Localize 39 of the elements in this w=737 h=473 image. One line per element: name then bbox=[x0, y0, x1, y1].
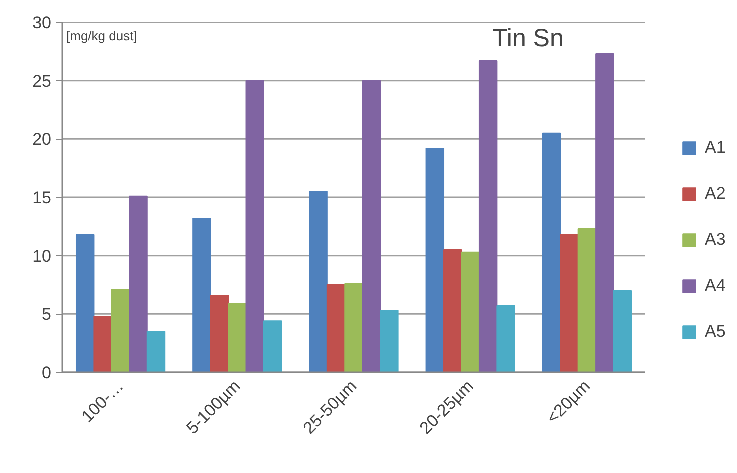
bar bbox=[94, 316, 112, 372]
bar bbox=[246, 80, 264, 372]
bar bbox=[309, 191, 328, 372]
bar bbox=[362, 80, 382, 372]
y-tick-label: 25 bbox=[32, 72, 52, 91]
bar bbox=[210, 295, 230, 372]
y-tick-label: 20 bbox=[32, 130, 52, 150]
legend-label: A5 bbox=[705, 322, 726, 342]
y-tick-label: 15 bbox=[32, 188, 52, 208]
bar bbox=[444, 250, 462, 372]
legend-label: A1 bbox=[705, 138, 726, 158]
bar bbox=[478, 60, 498, 372]
bar bbox=[111, 289, 130, 372]
bar bbox=[542, 132, 562, 372]
bar bbox=[146, 331, 166, 372]
y-tick-label: 0 bbox=[42, 364, 52, 382]
bar bbox=[560, 234, 579, 372]
bar bbox=[76, 234, 95, 372]
bar bbox=[426, 148, 445, 372]
bar bbox=[578, 228, 597, 372]
y-tick-label: 10 bbox=[32, 246, 52, 266]
bar bbox=[263, 320, 282, 372]
bar bbox=[192, 218, 212, 372]
y-tick-label: 30 bbox=[32, 14, 52, 32]
bar bbox=[326, 284, 346, 372]
bar bbox=[380, 310, 399, 372]
legend-label: A2 bbox=[705, 184, 726, 204]
bar bbox=[129, 196, 148, 372]
bar bbox=[461, 252, 480, 372]
bar bbox=[228, 303, 247, 372]
bar bbox=[613, 290, 632, 372]
chart-title: Tin Sn bbox=[492, 24, 564, 52]
bar bbox=[596, 54, 614, 372]
annotation: [mg/kg dust] bbox=[66, 28, 138, 44]
legend-label: A3 bbox=[705, 230, 726, 250]
bar bbox=[344, 283, 364, 372]
y-tick-label: 5 bbox=[42, 305, 52, 324]
bar bbox=[496, 306, 516, 372]
legend-label: A4 bbox=[705, 276, 726, 296]
